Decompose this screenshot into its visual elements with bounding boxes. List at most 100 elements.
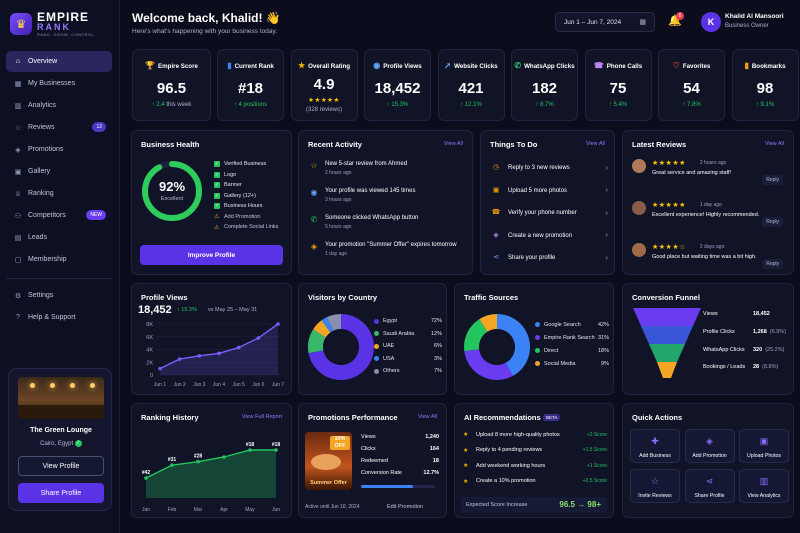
- ai-recommendation-item[interactable]: ★ Reply to 4 pending reviews +1.5 Score: [463, 447, 607, 454]
- todo-item[interactable]: ◈ Create a new promotion ›: [490, 228, 608, 244]
- line-point: [236, 345, 241, 350]
- ai-recommendation-item[interactable]: ★ Add weekend working hours +1 Score: [463, 462, 607, 470]
- view-all-promotions-link[interactable]: View All: [417, 414, 437, 420]
- legend-item: Direct 18%: [535, 344, 609, 357]
- view-all-reviews-link[interactable]: View All: [764, 141, 784, 147]
- verified-check-icon: ✓: [74, 440, 82, 447]
- area-point: [222, 455, 226, 459]
- date-range-picker[interactable]: Jun 1 – Jun 7, 2024 ▦: [555, 12, 655, 32]
- activity-item[interactable]: ◈ Your promotion "Summer Offer" expires t…: [308, 242, 457, 257]
- reply-button[interactable]: Reply: [762, 217, 783, 227]
- donut-slice: [321, 317, 334, 333]
- quick-action-label: Upload Photos: [746, 453, 782, 459]
- brand-logo[interactable]: ♛ EMPIRE RANK RANK. GROW. CONTROL.: [10, 10, 96, 37]
- quick-action-add-promotion[interactable]: ◈ Add Promotion: [684, 429, 735, 463]
- todo-label: Share your profile: [508, 255, 556, 261]
- todo-item[interactable]: ▣ Upload 5 more photos ›: [490, 183, 608, 199]
- sidebar-item-analytics[interactable]: ▥ Analytics: [6, 95, 112, 116]
- funnel-pct: (6.9%): [769, 328, 786, 335]
- kpi-card-current-rank[interactable]: ▮ Current Rank #18 ↑ 4 positions: [217, 49, 284, 121]
- kpi-card-bookmarks[interactable]: ▮ Bookmarks 98 ↑ 9.1%: [731, 49, 799, 121]
- share-profile-button[interactable]: Share Profile: [18, 483, 104, 503]
- sidebar-item-competitors[interactable]: ⚇ Competitors NEW: [6, 205, 112, 226]
- activity-item[interactable]: ☆ New 5-star review from Ahmed 2 hours ago: [308, 161, 407, 176]
- x-tick-label: Apr: [220, 507, 228, 513]
- view-profile-button[interactable]: View Profile: [18, 456, 104, 476]
- activity-text-block: Someone clicked WhatsApp button 5 hours a…: [325, 215, 418, 230]
- view-all-todo-link[interactable]: View All: [585, 141, 605, 147]
- sidebar-item-settings[interactable]: ⚙ Settings: [6, 285, 112, 306]
- view-all-activity-link[interactable]: View All: [443, 141, 463, 147]
- analytics-icon: ▥: [759, 476, 769, 486]
- whatsapp-icon: ✆: [514, 61, 522, 70]
- reviews-count-badge: 12: [92, 122, 106, 132]
- area-point: [248, 448, 252, 452]
- review-time: 2 days ago: [699, 244, 725, 250]
- kpi-card-empire-score[interactable]: 🏆 Empire Score 96.5 ↑ 2.4 this week: [132, 49, 211, 121]
- kpi-delta: ↑ 5.4%: [586, 102, 651, 108]
- legend-label: Saudi Arabia: [383, 330, 415, 337]
- quick-action-add-business[interactable]: ✚ Add Business: [630, 429, 680, 463]
- quick-actions-card: Quick Actions ✚ Add Business ◈ Add Promotio…: [622, 403, 794, 518]
- sidebar-item-gallery[interactable]: ▣ Gallery: [6, 161, 112, 182]
- donut-slice: [497, 314, 530, 376]
- health-item-label: Business Hours: [224, 203, 263, 210]
- sidebar-item-membership[interactable]: ▢ Membership: [6, 249, 112, 270]
- avatar[interactable]: K: [701, 12, 721, 32]
- promo-stat-value: 1,240: [425, 434, 439, 440]
- quick-action-share-profile[interactable]: ⋖ Share Profile: [684, 469, 735, 503]
- edit-promotion-button[interactable]: Edit Promotion: [387, 504, 424, 510]
- sidebar-item-promotions[interactable]: ◈ Promotions: [6, 139, 112, 160]
- legend-label: Egypt: [383, 318, 398, 325]
- quick-action-invite-reviews[interactable]: ☆ Invite Reviews: [630, 469, 680, 503]
- sidebar-item-help-support[interactable]: ? Help & Support: [6, 307, 112, 328]
- sidebar-item-label: Reviews: [28, 124, 55, 131]
- donut-hole: [479, 329, 515, 365]
- quick-action-upload-photos[interactable]: ▣ Upload Photos: [739, 429, 789, 463]
- kpi-card-whatsapp-clicks[interactable]: ✆ WhatsApp Clicks 182 ↑ 8.7%: [511, 49, 578, 121]
- donut-slice: [464, 349, 513, 380]
- star-icon: ☆: [650, 476, 660, 486]
- kpi-card-overall-rating[interactable]: ★ Overall Rating 4.9 ★★★★★ (328 reviews): [290, 49, 358, 121]
- ranking-area-chart: #42 Jan #31 Feb #28 Mar Apr #18 May #18 Jun: [142, 442, 281, 513]
- tag-icon: ★: [463, 478, 469, 485]
- health-item-label: Add Promotion: [224, 213, 261, 220]
- legend-item: USA 3%: [374, 353, 442, 366]
- todo-item[interactable]: ☎ Verify your phone number ›: [490, 205, 608, 221]
- view-full-report-link[interactable]: View Full Report: [241, 414, 282, 420]
- kpi-card-favorites[interactable]: ♡ Favorites 54 ↑ 7.8%: [658, 49, 725, 121]
- activity-item[interactable]: ◉ Your profile was viewed 145 times 3 hour…: [308, 188, 416, 203]
- activity-item[interactable]: ✆ Someone clicked WhatsApp button 5 hours …: [308, 215, 419, 230]
- kpi-delta-suffix: this week: [166, 102, 192, 108]
- ai-recommendation-item[interactable]: ★ Upload 8 more high-quality photos +2 Sco…: [463, 431, 607, 439]
- star-icon: ☆: [310, 161, 318, 170]
- reply-button[interactable]: Reply: [762, 259, 783, 269]
- todo-item[interactable]: ⋖ Share your profile ›: [490, 250, 608, 266]
- sidebar-item-overview[interactable]: ⌂ Overview: [6, 51, 112, 72]
- quick-action-view-analytics[interactable]: ▥ View Analytics: [739, 469, 789, 503]
- sidebar-item-leads[interactable]: ▤ Leads: [6, 227, 112, 248]
- activity-time: 3 hours ago: [325, 197, 352, 203]
- card-title: Latest Reviews: [632, 140, 687, 149]
- improve-profile-button[interactable]: Improve Profile: [140, 245, 283, 265]
- check-icon: ✓: [214, 161, 220, 168]
- kpi-value: 421: [458, 80, 484, 97]
- activity-time: 5 hours ago: [325, 224, 352, 230]
- promo-stat-value: 12.7%: [423, 470, 439, 476]
- card-title: Ranking History: [141, 413, 199, 422]
- x-tick-label: Jan: [142, 507, 150, 513]
- reply-button[interactable]: Reply: [762, 175, 783, 185]
- bookmark-icon: ▮: [744, 61, 749, 70]
- funnel-graphic: [633, 308, 701, 378]
- todo-item[interactable]: ◷ Reply to 3 new reviews ›: [490, 160, 608, 176]
- kpi-card-website-clicks[interactable]: ➚ Website Clicks 421 ↑ 12.1%: [437, 49, 505, 121]
- user-name[interactable]: Khalid Al Mansoori: [725, 13, 784, 20]
- kpi-card-profile-views[interactable]: ◉ Profile Views 18,452 ↑ 15.3%: [364, 49, 431, 121]
- sidebar-item-my-businesses[interactable]: ▦ My Businesses: [6, 73, 112, 94]
- sidebar-item-reviews[interactable]: ☆ Reviews 12: [6, 117, 112, 138]
- date-range-value: Jun 1 – Jun 7, 2024: [564, 18, 622, 26]
- promo-stat: Views 1,240: [361, 434, 439, 446]
- kpi-card-phone-calls[interactable]: ☎ Phone Calls 75 ↑ 5.4%: [584, 49, 652, 121]
- ai-recommendation-item[interactable]: ★ Create a 10% promotion +2.5 Score: [463, 478, 607, 485]
- sidebar-item-ranking[interactable]: ♕ Ranking: [6, 183, 112, 204]
